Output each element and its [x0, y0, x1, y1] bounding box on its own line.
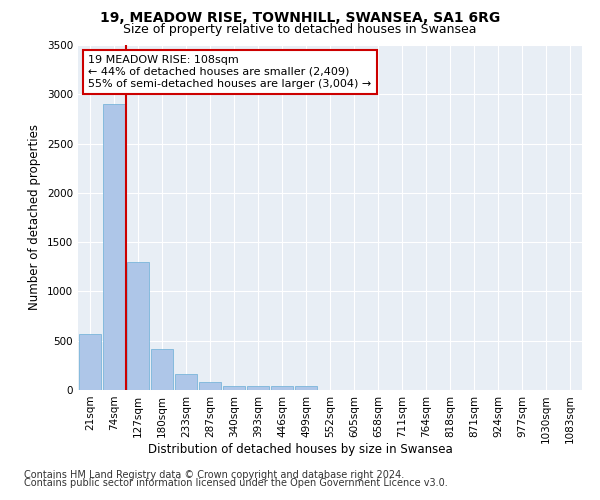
Bar: [271, 386, 293, 390]
Bar: [175, 374, 197, 390]
Text: Distribution of detached houses by size in Swansea: Distribution of detached houses by size …: [148, 442, 452, 456]
Bar: [223, 386, 245, 390]
Text: 19, MEADOW RISE, TOWNHILL, SWANSEA, SA1 6RG: 19, MEADOW RISE, TOWNHILL, SWANSEA, SA1 …: [100, 11, 500, 25]
Text: Size of property relative to detached houses in Swansea: Size of property relative to detached ho…: [123, 22, 477, 36]
Bar: [199, 382, 221, 390]
Bar: [103, 104, 125, 390]
Text: 19 MEADOW RISE: 108sqm
← 44% of detached houses are smaller (2,409)
55% of semi-: 19 MEADOW RISE: 108sqm ← 44% of detached…: [88, 56, 371, 88]
Text: Contains HM Land Registry data © Crown copyright and database right 2024.: Contains HM Land Registry data © Crown c…: [24, 470, 404, 480]
Bar: [127, 262, 149, 390]
Bar: [247, 386, 269, 390]
Bar: [295, 386, 317, 390]
Bar: [151, 348, 173, 390]
Text: Contains public sector information licensed under the Open Government Licence v3: Contains public sector information licen…: [24, 478, 448, 488]
Bar: [79, 334, 101, 390]
Y-axis label: Number of detached properties: Number of detached properties: [28, 124, 41, 310]
